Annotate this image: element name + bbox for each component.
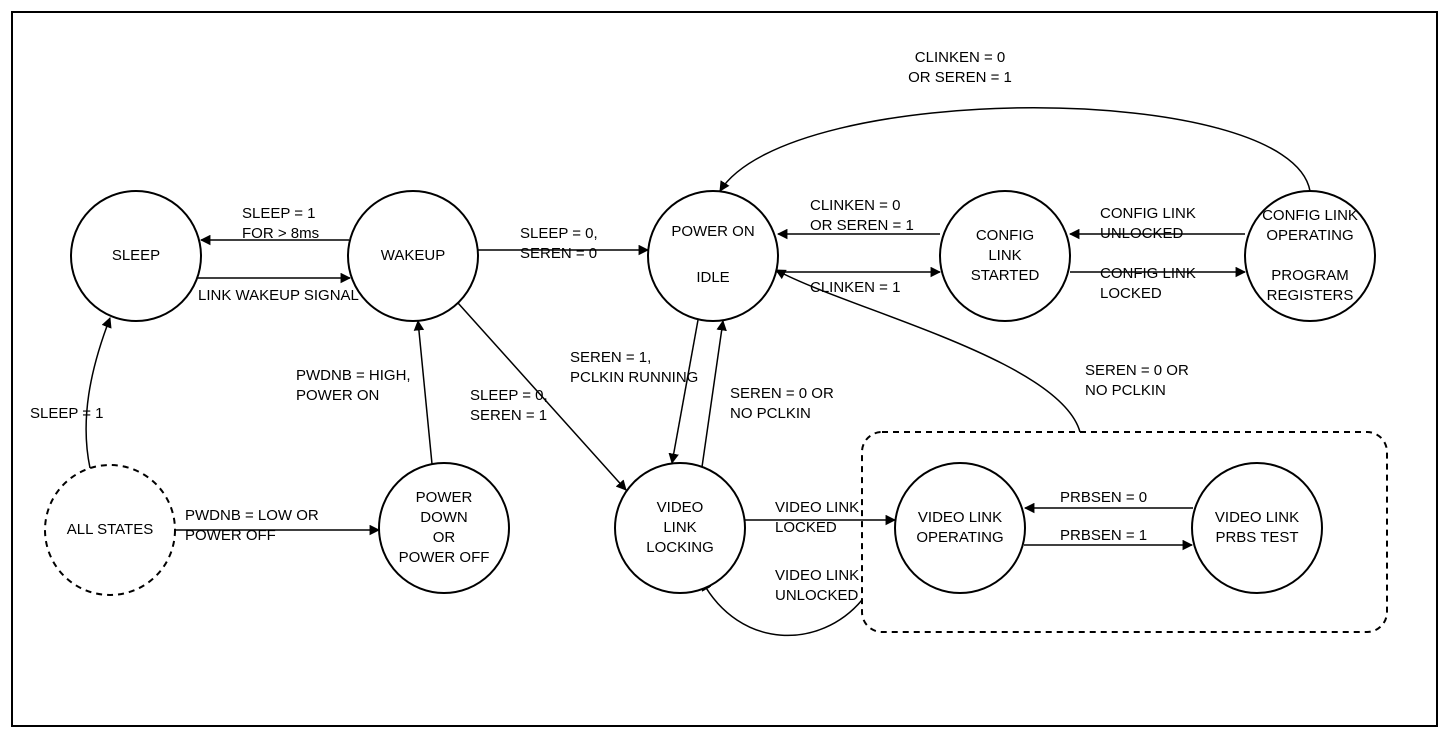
edge-videolock-poweron [702,321,723,467]
svg-text:OR: OR [433,529,456,546]
edge-configop-poweron [720,108,1310,191]
svg-text:POWER ON: POWER ON [671,223,754,240]
node-config-link-operating: CONFIG LINK OPERATING PROGRAM REGISTERS [1245,191,1375,321]
edge-label: PRBSEN = 1 [1060,527,1147,544]
svg-text:VIDEO LINK: VIDEO LINK [918,509,1002,526]
edge-label: SEREN = 1, [570,349,651,366]
edge-label: UNLOCKED [775,587,859,604]
edge-label: PCLKIN RUNNING [570,369,698,386]
svg-text:REGISTERS: REGISTERS [1267,287,1354,304]
edge-powerdown-wakeup [418,321,432,464]
node-video-link-operating: VIDEO LINK OPERATING [895,463,1025,593]
node-all-states: ALL STATES [45,465,175,595]
diagram-border [12,12,1437,726]
node-power-on: POWER ON IDLE [648,191,778,321]
edge-label: SLEEP = 0, [470,387,548,404]
svg-text:POWER OFF: POWER OFF [399,549,490,566]
state-diagram: SLEEP = 1 PWDNB = LOW OR POWER OFF PWDNB… [0,0,1449,738]
svg-text:POWER: POWER [416,489,473,506]
edge-label: SEREN = 0 OR [1085,362,1189,379]
edge-label: PWDNB = LOW OR [185,507,319,524]
node-power-down: POWER DOWN OR POWER OFF [379,463,509,593]
svg-text:LINK: LINK [663,519,696,536]
svg-text:VIDEO: VIDEO [657,499,704,516]
svg-text:CONFIG LINK: CONFIG LINK [1262,207,1358,224]
svg-text:CONFIG: CONFIG [976,227,1034,244]
edge-label: SLEEP = 1 [242,205,316,222]
edge-label: SEREN = 1 [470,407,547,424]
svg-text:VIDEO LINK: VIDEO LINK [1215,509,1299,526]
node-video-link-prbs: VIDEO LINK PRBS TEST [1192,463,1322,593]
edge-label: POWER OFF [185,527,276,544]
svg-text:OPERATING: OPERATING [1266,227,1353,244]
edge-label: LOCKED [1100,285,1162,302]
edge-label: OR SEREN = 1 [810,217,914,234]
edge-label: SLEEP = 1 [30,405,104,422]
edge-label: PWDNB = HIGH, [296,367,411,384]
svg-text:LINK: LINK [988,247,1021,264]
edge-label: CONFIG LINK [1100,205,1196,222]
svg-text:ALL STATES: ALL STATES [67,521,153,538]
edge-label: UNLOCKED [1100,225,1184,242]
edge-label: LOCKED [775,519,837,536]
edge-label: CONFIG LINK [1100,265,1196,282]
svg-text:SLEEP: SLEEP [112,247,160,264]
edge-label: VIDEO LINK [775,567,859,584]
svg-text:IDLE: IDLE [696,269,729,286]
edge-label: OR SEREN = 1 [908,69,1012,86]
edge-label: SEREN = 0 OR [730,385,834,402]
edge-label: CLINKEN = 0 [810,197,900,214]
edge-label: SEREN = 0 [520,245,597,262]
edge-label: CLINKEN = 0 [915,49,1005,66]
edge-label: VIDEO LINK [775,499,859,516]
edge-allstates-sleep [86,318,110,468]
node-sleep: SLEEP [71,191,201,321]
edge-label: NO PCLKIN [730,405,811,422]
edge-label: PRBSEN = 0 [1060,489,1147,506]
edge-label: CLINKEN = 1 [810,279,900,296]
node-wakeup: WAKEUP [348,191,478,321]
svg-text:LOCKING: LOCKING [646,539,714,556]
svg-text:DOWN: DOWN [420,509,468,526]
svg-text:OPERATING: OPERATING [916,529,1003,546]
node-video-link-locking: VIDEO LINK LOCKING [615,463,745,593]
edge-label: NO PCLKIN [1085,382,1166,399]
edge-label: SLEEP = 0, [520,225,598,242]
edge-label: POWER ON [296,387,379,404]
svg-text:PROGRAM: PROGRAM [1271,267,1349,284]
svg-text:STARTED: STARTED [971,267,1040,284]
node-config-link-started: CONFIG LINK STARTED [940,191,1070,321]
edge-label: LINK WAKEUP SIGNAL [198,287,359,304]
edge-label: FOR > 8ms [242,225,319,242]
edge-poweron-videolock [672,320,698,463]
svg-text:PRBS TEST: PRBS TEST [1215,529,1298,546]
svg-text:WAKEUP: WAKEUP [381,247,445,264]
